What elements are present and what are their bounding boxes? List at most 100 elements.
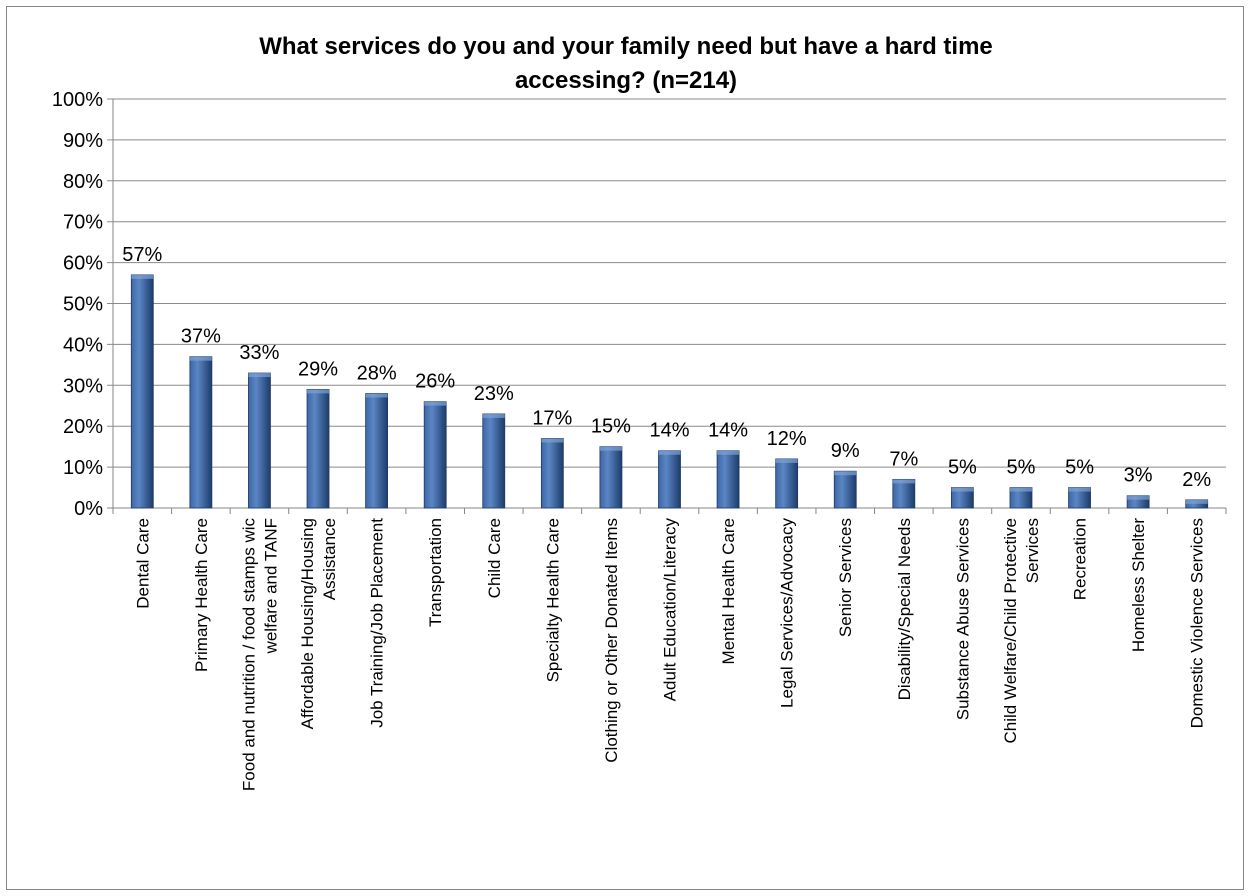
x-category-label: Domestic Violence Services: [1188, 518, 1207, 728]
data-label: 33%: [239, 342, 279, 364]
data-label: 2%: [1182, 469, 1211, 491]
y-tick-label: 70%: [63, 212, 103, 234]
data-label: 9%: [831, 440, 860, 462]
x-category-label: Child Care: [485, 518, 504, 598]
x-category-label-line: Homeless Shelter: [1129, 518, 1148, 653]
bar-top-bevel: [189, 356, 212, 361]
data-label: 17%: [532, 407, 572, 429]
chart-frame: [6, 6, 1244, 890]
bar: [658, 450, 681, 509]
bar-top-bevel: [658, 450, 681, 455]
bar-top-bevel: [1185, 499, 1208, 504]
chart-title: What services do you and your family nee…: [0, 30, 1252, 98]
bar-top-bevel: [482, 413, 505, 418]
x-category-label: Affordable Housing/Housing Assistance: [298, 518, 339, 729]
bar: [716, 450, 740, 509]
bar: [833, 470, 857, 509]
bar-top-bevel: [541, 438, 564, 443]
x-category-label: Food and nutrition / food stamps wic welf…: [239, 518, 280, 792]
x-category-label-line: Senior Services: [836, 518, 855, 637]
x-category-label-line: welfare and TANF: [261, 518, 280, 654]
x-category-label-line: Specialty Health Care: [543, 518, 562, 682]
x-category-label: Recreation: [1071, 518, 1090, 600]
x-category-label-line: Disability/Special Needs: [895, 518, 914, 700]
bar-top-bevel: [365, 393, 388, 398]
x-category-label: Adult Education/Literacy: [661, 518, 680, 702]
y-tick-label: 10%: [63, 457, 103, 479]
bar-top-bevel: [131, 274, 154, 279]
x-category-label-line: Substance Abuse Services: [953, 518, 972, 720]
bar-top-bevel: [892, 479, 915, 484]
data-label: 5%: [1007, 457, 1036, 479]
x-category-label: Primary Health Care: [192, 518, 211, 672]
bar: [130, 274, 154, 509]
bar: [365, 393, 389, 509]
x-category-label-line: Legal Services/Advocacy: [778, 518, 797, 708]
bar-top-bevel: [1009, 487, 1032, 492]
bar: [248, 372, 271, 509]
data-label: 23%: [474, 383, 514, 405]
bar: [306, 388, 330, 509]
bar-top-bevel: [834, 471, 857, 476]
x-category-label-line: Child Welfare/Child Protective: [1001, 518, 1020, 744]
y-tick-label: 20%: [63, 416, 103, 438]
y-tick-label: 30%: [63, 375, 103, 397]
x-category-label-line: Assistance: [320, 518, 339, 600]
bar-top-bevel: [248, 373, 271, 378]
chart-title-line-2: accessing? (n=214): [514, 67, 738, 94]
bar-top-bevel: [424, 401, 447, 406]
x-category-label: Substance Abuse Services: [953, 518, 972, 720]
x-category-label-line: Dental Care: [133, 518, 152, 609]
x-category-label-line: Job Training/Job Placement: [368, 518, 387, 728]
data-label: 14%: [708, 420, 748, 442]
bar-top-bevel: [1127, 495, 1150, 500]
x-category-label: Legal Services/Advocacy: [778, 518, 797, 708]
data-label: 5%: [1065, 457, 1094, 479]
bar-top-bevel: [599, 446, 622, 451]
x-category-label-line: Affordable Housing/Housing: [298, 518, 317, 729]
data-label: 3%: [1124, 465, 1153, 487]
x-category-label-line: Domestic Violence Services: [1188, 518, 1207, 728]
x-category-label-line: Clothing or Other Donated Items: [602, 518, 621, 763]
x-category-label-line: Primary Health Care: [192, 518, 211, 672]
y-tick-label: 100%: [52, 89, 103, 111]
bar: [775, 458, 799, 509]
bar-top-bevel: [307, 389, 330, 394]
data-label: 5%: [948, 457, 977, 479]
y-tick-label: 80%: [63, 171, 103, 193]
x-category-label: Specialty Health Care: [543, 518, 562, 682]
data-label: 26%: [415, 371, 455, 393]
data-label: 14%: [649, 420, 689, 442]
bar-top-bevel: [1068, 487, 1091, 492]
data-label: 37%: [181, 326, 221, 348]
x-category-label: Clothing or Other Donated Items: [602, 518, 621, 763]
data-label: 28%: [357, 362, 397, 384]
x-category-label: Job Training/Job Placement: [368, 518, 387, 728]
bar-top-bevel: [717, 450, 740, 455]
x-category-label: Mental Health Care: [719, 518, 738, 664]
bar: [892, 478, 916, 509]
x-category-label-line: Services: [1023, 518, 1042, 583]
bar: [482, 413, 506, 509]
bar: [540, 438, 564, 509]
bar: [599, 446, 623, 509]
x-category-label: Transportation: [426, 518, 445, 627]
data-label: 15%: [591, 416, 631, 438]
x-category-label-line: Adult Education/Literacy: [661, 518, 680, 702]
x-category-label-line: Child Care: [485, 518, 504, 598]
x-category-label: Disability/Special Needs: [895, 518, 914, 700]
y-tick-label: 60%: [63, 253, 103, 275]
data-label: 7%: [889, 448, 918, 470]
x-category-label-line: Mental Health Care: [719, 518, 738, 664]
bar-top-bevel: [775, 458, 798, 463]
data-label: 29%: [298, 358, 338, 380]
y-tick-label: 50%: [63, 294, 103, 316]
x-category-label: Senior Services: [836, 518, 855, 637]
y-tick-label: 0%: [74, 498, 103, 520]
bar-top-bevel: [951, 487, 974, 492]
x-category-label-line: Transportation: [426, 518, 445, 627]
data-label: 57%: [122, 244, 162, 266]
x-category-label: Homeless Shelter: [1129, 518, 1148, 653]
y-tick-label: 90%: [63, 130, 103, 152]
